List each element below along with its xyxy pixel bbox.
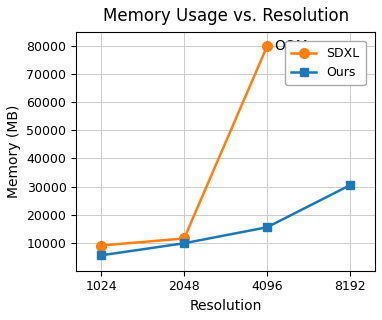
Y-axis label: Memory (MB): Memory (MB) (7, 105, 21, 198)
Ours (99, 253, 104, 257)
Legend: SDXL, Ours: SDXL, Ours (285, 41, 366, 85)
SDXL (99, 244, 104, 247)
SDXL (182, 236, 186, 240)
Title: Memory Usage vs. Resolution: Memory Usage vs. Resolution (103, 7, 349, 25)
Text: OOM: OOM (274, 39, 308, 53)
Line: Ours: Ours (97, 181, 354, 260)
X-axis label: Resolution: Resolution (189, 299, 262, 313)
Ours (348, 183, 353, 187)
Line: SDXL: SDXL (96, 41, 272, 250)
Ours (182, 241, 186, 245)
SDXL (265, 44, 269, 48)
Ours (265, 225, 269, 229)
